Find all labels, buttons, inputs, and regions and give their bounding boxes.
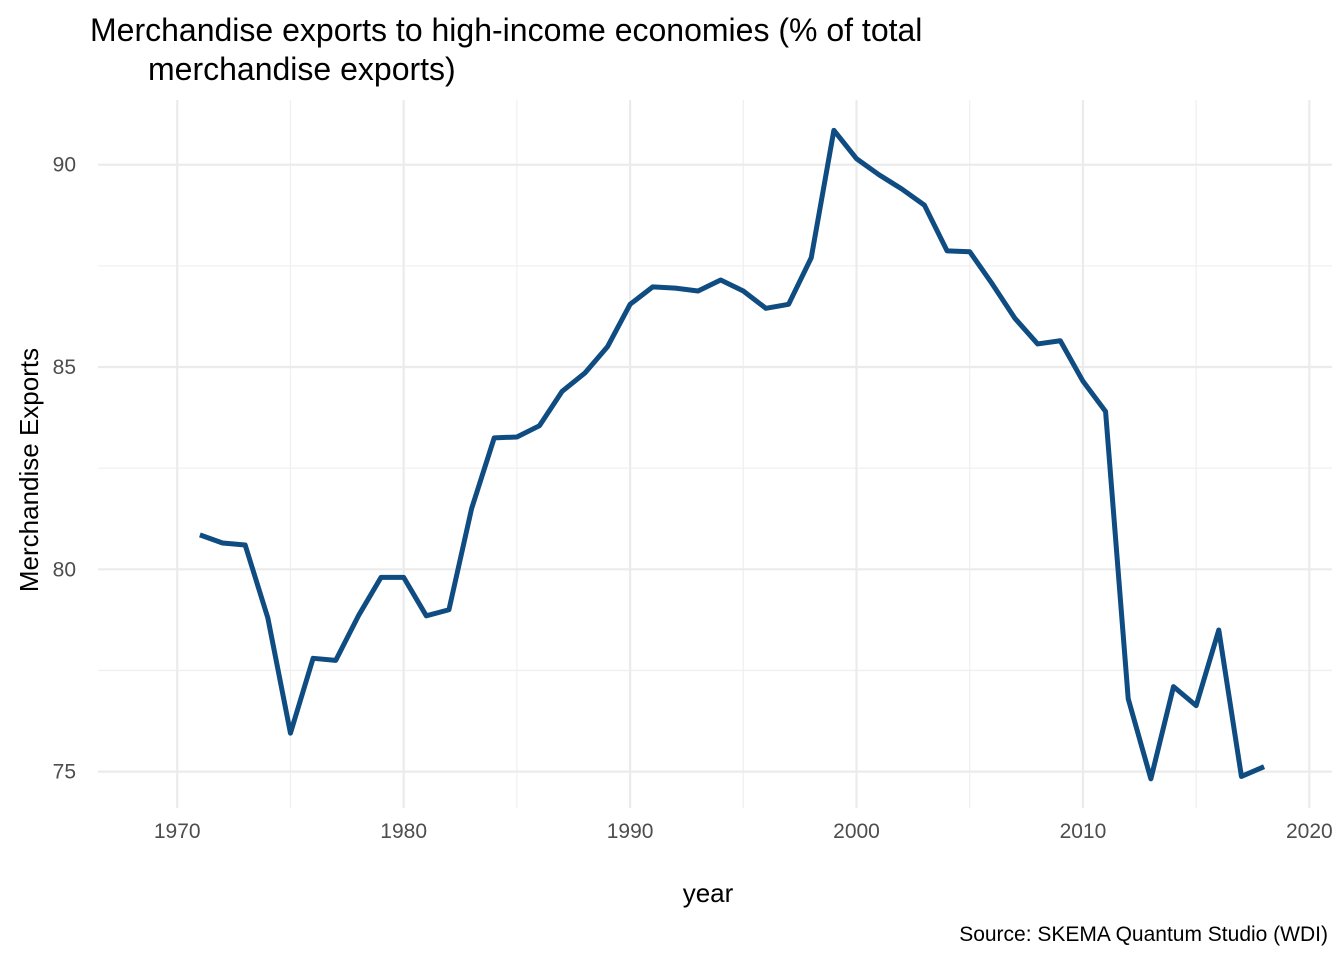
- y-axis-title: Merchandise Exports: [14, 348, 44, 592]
- major-gridlines: [98, 100, 1332, 808]
- y-tick-label: 75: [53, 761, 76, 784]
- y-tick-label: 85: [53, 356, 76, 379]
- source-caption: Source: SKEMA Quantum Studio (WDI): [959, 923, 1328, 946]
- x-tick-label: 1990: [607, 820, 654, 843]
- x-tick-label: 1980: [380, 820, 427, 843]
- x-axis-title: year: [683, 878, 734, 908]
- x-axis-ticks: 1970 1980 1990 2000 2010 2020: [154, 820, 1333, 843]
- x-tick-label: 2000: [833, 820, 880, 843]
- chart-title-line-2: merchandise exports): [148, 51, 456, 87]
- x-tick-label: 2010: [1060, 820, 1107, 843]
- series-layer: [199, 127, 1266, 782]
- chart-title-line-1: Merchandise exports to high-income econo…: [90, 12, 922, 48]
- y-tick-label: 90: [53, 154, 76, 177]
- x-tick-label: 1970: [154, 820, 201, 843]
- x-tick-label: 2020: [1286, 820, 1333, 843]
- series-line: [199, 127, 1266, 782]
- y-tick-label: 80: [53, 558, 76, 581]
- minor-gridlines: [98, 100, 1332, 808]
- y-axis-ticks: 75 80 85 90: [53, 154, 76, 784]
